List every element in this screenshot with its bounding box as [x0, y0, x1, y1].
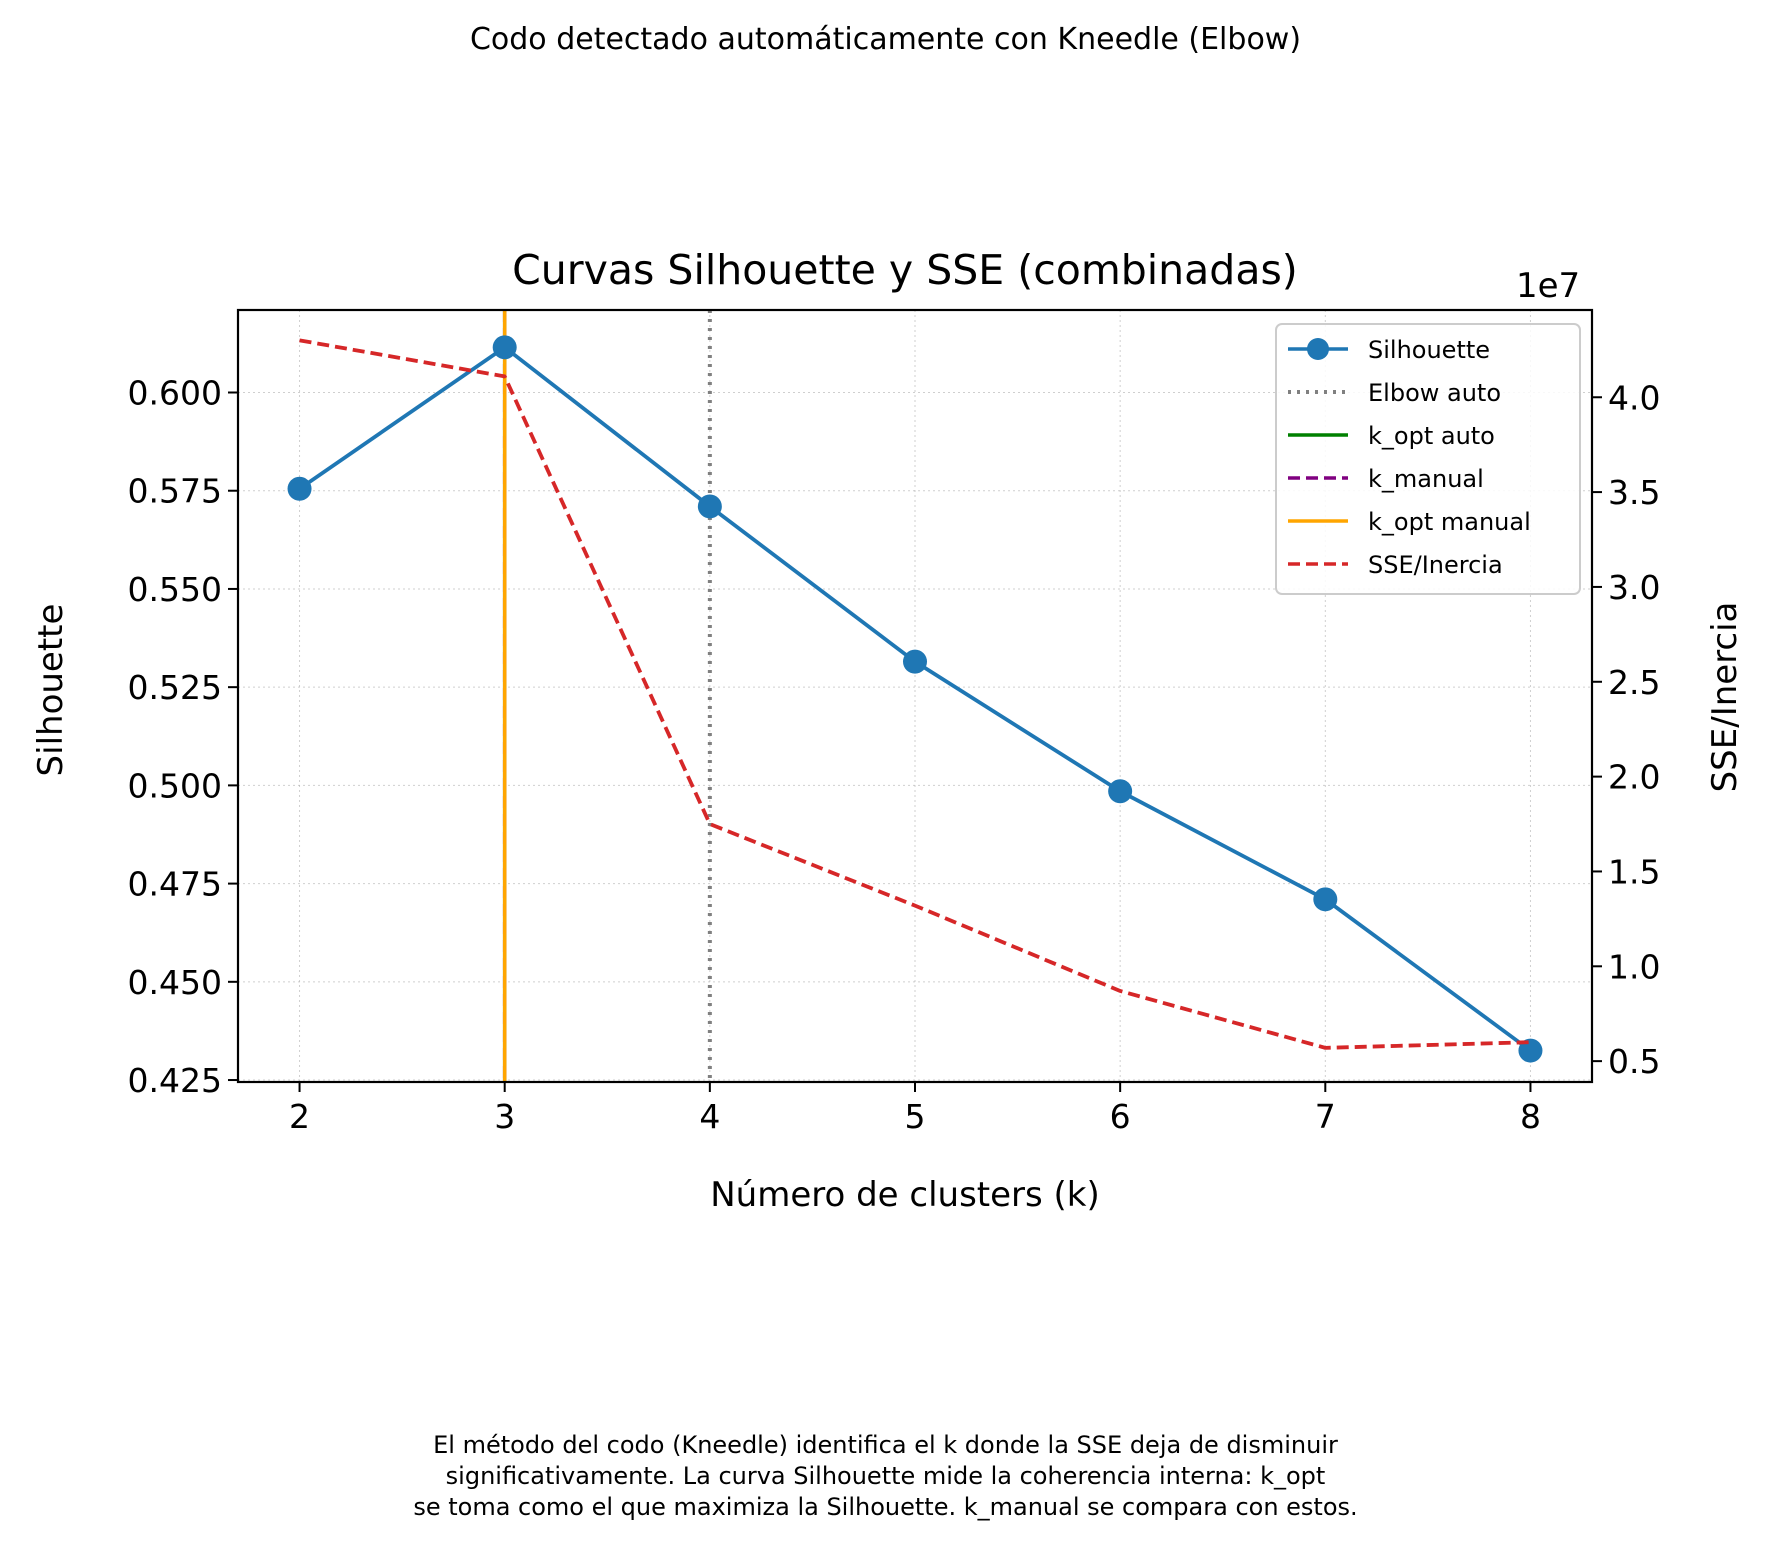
legend-marker-silhouette [1307, 338, 1329, 360]
chart-title: Curvas Silhouette y SSE (combinadas) [512, 246, 1298, 294]
y2-tick-label: 3.5 [1608, 473, 1660, 512]
y2-axis-label: SSE/Inercia [1705, 602, 1745, 793]
caption-line-2: significativamente. La curva Silhouette … [445, 1462, 1326, 1490]
y2-tick-label: 4.0 [1608, 378, 1660, 417]
ticks-layer: 2 3 4 5 6 7 8 0.425 0.450 0.475 0.500 0.525 0.550 0.5… [128, 374, 1661, 1136]
x-axis-label: Número de clusters (k) [710, 1175, 1100, 1215]
y2-tick-label: 1.5 [1608, 852, 1660, 891]
point-silhouette [287, 476, 312, 501]
point-silhouette [1108, 779, 1133, 804]
x-tick-label: 3 [494, 1097, 515, 1136]
y2-tick-label: 2.5 [1608, 663, 1660, 702]
y2-tick-label: 3.0 [1608, 568, 1660, 607]
y-axis-label: Silhouette [31, 604, 71, 777]
legend-label-k-manual: k_manual [1368, 465, 1484, 493]
x-tick-label: 5 [905, 1097, 926, 1136]
x-tick-label: 8 [1520, 1097, 1541, 1136]
y2-tick-label: 2.0 [1608, 758, 1660, 797]
series-layer [287, 335, 1543, 1063]
legend-label-k-opt-auto: k_opt auto [1368, 422, 1495, 450]
y-tick-label: 0.600 [128, 374, 222, 413]
figure-caption: El método del codo (Kneedle) identifica … [0, 1430, 1771, 1523]
y-tick-label: 0.575 [128, 472, 222, 511]
legend-box [1275, 323, 1581, 595]
point-silhouette [492, 335, 517, 360]
legend-label-elbow-auto: Elbow auto [1368, 379, 1501, 407]
grid-layer [238, 310, 1592, 1082]
y-tick-label: 0.425 [128, 1061, 222, 1100]
y-tick-label: 0.450 [128, 963, 222, 1002]
y2-tick-label: 1.0 [1608, 947, 1660, 986]
point-silhouette [697, 494, 722, 519]
y-tick-label: 0.525 [128, 668, 222, 707]
x-tick-label: 6 [1110, 1097, 1131, 1136]
caption-line-1: El método del codo (Kneedle) identifica … [433, 1431, 1338, 1459]
y2-tick-label: 0.5 [1608, 1042, 1660, 1081]
y-tick-label: 0.475 [128, 865, 222, 904]
legend-label-sse-inercia: SSE/Inercia [1368, 551, 1503, 579]
figure-suptitle: Codo detectado automáticamente con Kneed… [469, 22, 1302, 57]
caption-line-3: se toma como el que maximiza la Silhouet… [413, 1493, 1358, 1521]
x-tick-label: 7 [1315, 1097, 1336, 1136]
y-tick-label: 0.500 [128, 766, 222, 805]
legend-label-silhouette: Silhouette [1368, 336, 1490, 364]
vline-layer [502, 310, 712, 1082]
y2-offset-text: 1e7 [1516, 266, 1580, 306]
series-line-sse-inercia [299, 338, 1531, 1050]
legend: Silhouette Elbow auto k_opt auto k_manual k_… [1275, 323, 1581, 595]
x-tick-label: 4 [699, 1097, 720, 1136]
point-silhouette [1313, 887, 1338, 912]
point-silhouette [903, 649, 927, 674]
x-tick-label: 2 [289, 1097, 310, 1136]
legend-label-k-opt-manual: k_opt manual [1368, 508, 1531, 536]
y-tick-label: 0.550 [128, 570, 222, 609]
plot-frame [236, 308, 1594, 1084]
point-silhouette [1518, 1038, 1543, 1063]
